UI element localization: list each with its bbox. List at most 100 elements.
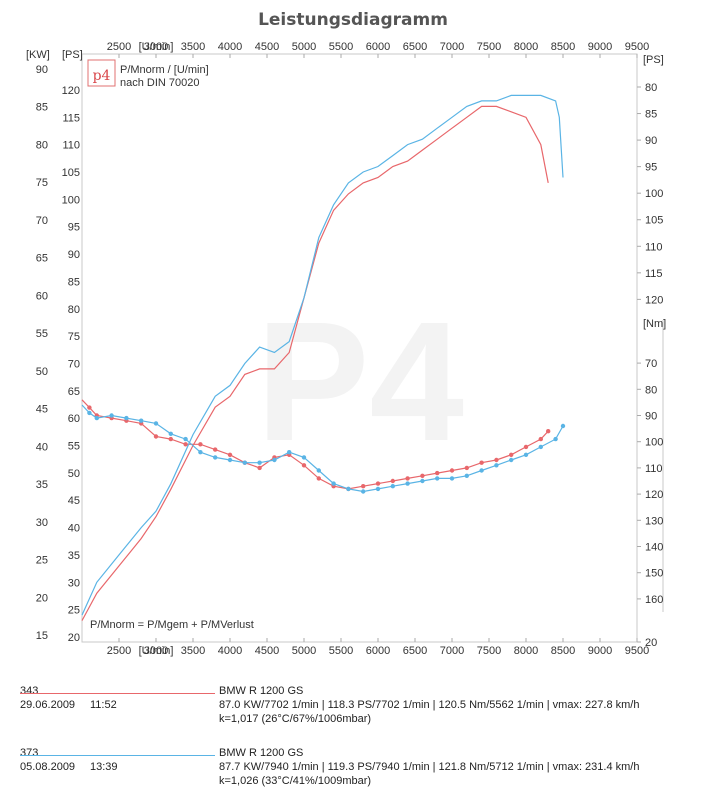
torque-point-373 (390, 484, 395, 489)
run-343-color-line (20, 693, 215, 694)
torque-point-343 (87, 405, 92, 410)
run-373: 373 05.08.2009 13:39 BMW R 1200 GS 87.7 … (20, 746, 700, 802)
ps-left-tick-label: 75 (68, 331, 80, 343)
torque-point-373 (242, 460, 247, 465)
torque-point-373 (435, 476, 440, 481)
x-tick-bottom: 8000 (514, 645, 538, 657)
nm-tick-label: 110 (645, 463, 663, 475)
torque-point-373 (523, 452, 529, 457)
torque-point-373 (449, 476, 455, 481)
nm-tick-label: 80 (645, 384, 657, 396)
x-tick-top: 4500 (255, 41, 279, 53)
x-tick-top: 3000 (144, 41, 168, 53)
kw-tick-label: 55 (36, 328, 48, 340)
x-tick-bottom: 3500 (181, 645, 205, 657)
ps-right-tick-label: 85 (645, 109, 657, 121)
kw-tick-label: 45 (36, 404, 48, 416)
ps-right-tick-label: 90 (645, 135, 657, 147)
ps-left-tick-label: 95 (68, 222, 80, 234)
ps-left-tick-label: 25 (68, 605, 80, 617)
x-unit-top: [U/min] (139, 41, 174, 53)
ps-left-tick-label: 90 (68, 249, 80, 261)
x-tick-top: 5000 (292, 41, 316, 53)
torque-point-343 (390, 478, 395, 484)
run-id: 343 (20, 685, 39, 697)
torque-point-373 (87, 410, 92, 416)
torque-point-343 (509, 452, 514, 457)
torque-point-373 (420, 478, 425, 484)
torque-point-373 (257, 460, 262, 465)
torque-point-373 (464, 473, 469, 478)
run-stats: 87.7 KW/7940 1/min | 119.3 PS/7940 1/min… (219, 761, 640, 773)
torque-point-343 (183, 442, 188, 447)
x-tick-bottom: 3000 (144, 645, 168, 657)
x-tick-top: 3500 (181, 41, 205, 53)
kw-tick-label: 70 (36, 215, 48, 227)
formula-text: P/Mnorm = P/Mgem + P/MVerlust (90, 619, 254, 631)
torque-point-343 (420, 473, 425, 478)
nm-tick-label: 100 (645, 437, 663, 449)
watermark-text: P4 (256, 287, 464, 477)
ps-left-tick-label: 105 (62, 167, 80, 179)
x-tick-bottom: 9500 (625, 645, 649, 657)
ps-left-tick-label: 45 (68, 495, 80, 507)
legend-line1: P/Mnorm / [U/min] (120, 64, 209, 76)
torque-point-373 (494, 463, 499, 468)
nm-tick-label: 120 (645, 489, 663, 501)
torque-point-373 (405, 481, 410, 486)
torque-point-373 (509, 457, 514, 463)
run-time: 13:39 (90, 761, 118, 773)
torque-point-343 (361, 484, 366, 489)
kw-tick-label: 60 (36, 290, 48, 302)
x-tick-bottom: 8500 (551, 645, 575, 657)
torque-point-373 (109, 413, 114, 418)
torque-point-373 (375, 486, 381, 492)
kw-tick-label: 30 (36, 517, 48, 529)
ps-left-axis-label: [PS] (62, 49, 83, 61)
torque-point-343 (479, 460, 484, 465)
x-tick-bottom: 9000 (588, 645, 612, 657)
x-tick-top: 9500 (625, 41, 649, 53)
torque-point-373 (94, 415, 100, 421)
torque-point-343 (213, 447, 218, 452)
nm-tick-label: 150 (645, 568, 663, 580)
torque-point-373 (168, 431, 173, 436)
kw-tick-label: 75 (36, 177, 48, 189)
nm-tick-label: 20 (645, 637, 657, 649)
nm-tick-label: 140 (645, 542, 663, 554)
run-id: 373 (20, 747, 39, 759)
ps-right-tick-label: 95 (645, 162, 657, 174)
torque-point-343 (538, 436, 543, 442)
kw-axis-label: [KW] (26, 49, 50, 61)
torque-point-373 (183, 436, 188, 442)
kw-tick-label: 20 (36, 592, 48, 604)
ps-right-tick-label: 105 (645, 215, 663, 227)
power-torque-chart: P4 2500 2500 3000 3000 3500 3500 4000 4000 4500 45… (26, 41, 666, 657)
p4-logo-text: p4 (93, 68, 111, 84)
nm-tick-label: 160 (645, 594, 663, 606)
torque-point-373 (560, 423, 566, 429)
run-343: 343 29.06.2009 11:52 BMW R 1200 GS 87.0 … (20, 684, 700, 740)
torque-point-373 (301, 455, 307, 460)
ps-right-tick-label: 80 (645, 82, 657, 94)
kw-tick-label: 35 (36, 479, 48, 491)
torque-point-343 (316, 476, 321, 481)
x-tick-bottom: 4000 (218, 645, 242, 657)
torque-point-343 (375, 481, 381, 486)
torque-point-343 (198, 442, 203, 447)
kw-tick-label: 85 (36, 102, 48, 114)
torque-point-343 (494, 457, 499, 463)
kw-tick-label: 90 (36, 64, 48, 76)
torque-point-343 (257, 465, 262, 471)
torque-point-343 (435, 470, 440, 476)
nm-tick-label: 90 (645, 411, 657, 423)
torque-point-343 (523, 444, 529, 450)
torque-point-343 (405, 476, 410, 481)
torque-point-373 (287, 450, 292, 455)
torque-point-373 (346, 486, 351, 492)
ps-left-tick-label: 30 (68, 577, 80, 589)
run-time: 11:52 (90, 699, 117, 711)
x-tick-top: 2500 (107, 41, 131, 53)
x-tick-bottom: 5000 (292, 645, 316, 657)
torque-point-373 (227, 457, 233, 463)
